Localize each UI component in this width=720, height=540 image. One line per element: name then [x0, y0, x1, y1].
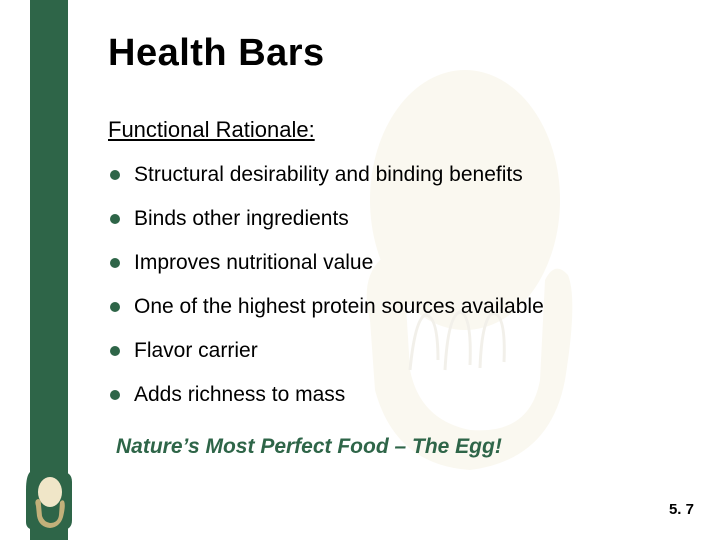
egg-hand-logo-icon [26, 472, 72, 530]
subheading: Functional Rationale: [108, 117, 680, 143]
page-number: 5. 7 [669, 501, 694, 518]
list-item: Structural desirability and binding bene… [108, 163, 680, 187]
slide-content: Health Bars Functional Rationale: Struct… [108, 32, 680, 459]
left-accent-bar [30, 0, 68, 540]
list-item: Binds other ingredients [108, 207, 680, 231]
list-item: Improves nutritional value [108, 251, 680, 275]
list-item: Flavor carrier [108, 339, 680, 363]
list-item: One of the highest protein sources avail… [108, 295, 680, 319]
slide-title: Health Bars [108, 32, 680, 75]
tagline: Nature’s Most Perfect Food – The Egg! [116, 435, 680, 459]
list-item: Adds richness to mass [108, 383, 680, 407]
bullet-list: Structural desirability and binding bene… [108, 163, 680, 407]
